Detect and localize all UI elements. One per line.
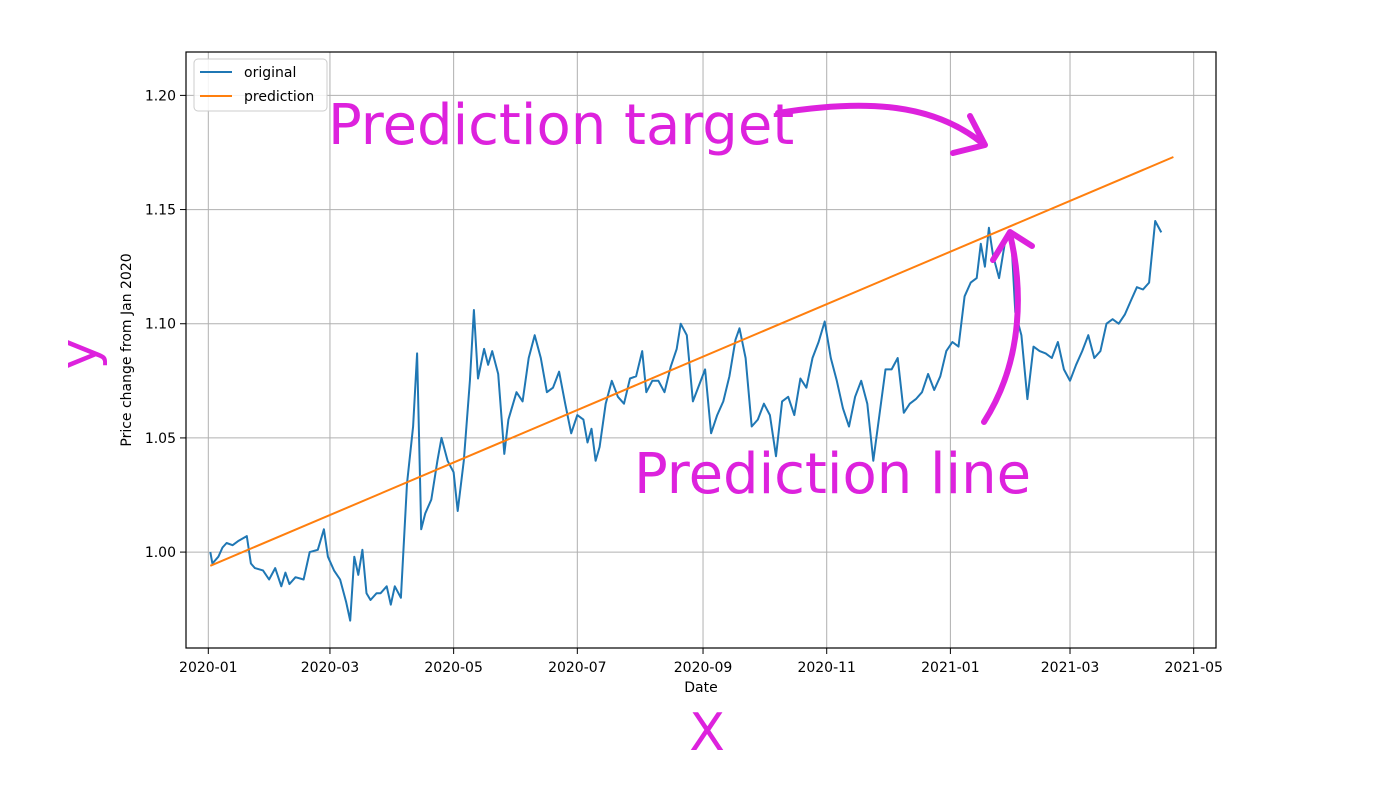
y-tick-label: 1.00 [145, 545, 176, 561]
arrowhead-prediction-line [990, 229, 1035, 263]
y-axis: 1.00 1.05 1.10 1.15 1.20 [145, 88, 186, 561]
x-axis: 2020-01 2020-03 2020-05 2020-07 2020-09 2020-… [179, 648, 1223, 676]
arrow-prediction-line [981, 231, 1021, 425]
series-layer [209, 156, 1174, 622]
x-tick-label: 2020-07 [548, 660, 607, 676]
x-tick-label: 2020-11 [797, 660, 856, 676]
x-tick-label: 2020-01 [179, 660, 238, 676]
annotation-x-label: X [689, 703, 725, 763]
x-tick-label: 2021-01 [921, 660, 980, 676]
series-line-prediction [209, 156, 1174, 567]
legend: original prediction [193, 58, 328, 112]
x-tick-label: 2021-05 [1164, 660, 1223, 676]
legend-label-original: original [244, 65, 296, 81]
grid-lines [186, 52, 1216, 648]
x-axis-label: Date [684, 680, 717, 696]
x-tick-label: 2020-05 [424, 660, 483, 676]
y-tick-label: 1.20 [145, 88, 176, 104]
y-tick-label: 1.10 [145, 317, 176, 333]
plot-frame [185, 51, 1217, 649]
y-tick-label: 1.05 [145, 431, 176, 447]
annotation-prediction-target: Prediction target [328, 93, 794, 158]
x-tick-label: 2020-09 [674, 660, 733, 676]
x-tick-label: 2021-03 [1041, 660, 1100, 676]
y-axis-label: Price change from Jan 2020 [119, 253, 135, 446]
y-tick-label: 1.15 [145, 203, 176, 219]
arrow-prediction-target [775, 102, 985, 146]
x-tick-label: 2020-03 [301, 660, 360, 676]
annotation-y-label: y [49, 339, 109, 370]
arrowhead-prediction-target [950, 113, 988, 156]
legend-label-prediction: prediction [244, 89, 314, 105]
annotation-prediction-line: Prediction line [634, 442, 1031, 507]
